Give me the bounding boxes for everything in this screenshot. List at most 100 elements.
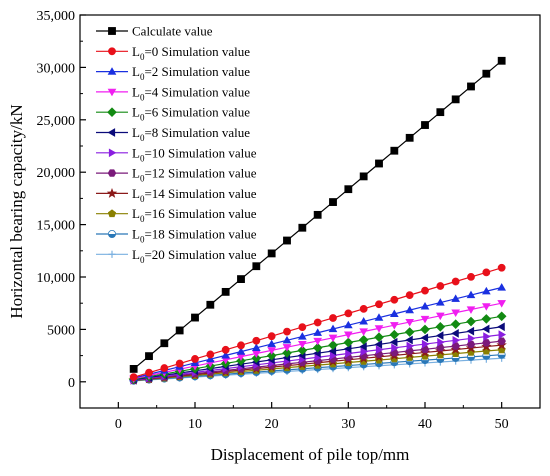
y-tick-label: 5000 — [47, 323, 75, 338]
data-point — [375, 345, 384, 355]
data-point — [283, 236, 291, 245]
data-point — [437, 337, 445, 347]
data-point — [435, 331, 444, 340]
data-point — [328, 324, 338, 333]
data-point — [129, 365, 138, 373]
x-tick-label: 30 — [341, 417, 355, 432]
data-point — [252, 343, 261, 351]
legend-label-sub: 0 — [140, 174, 145, 184]
data-point — [481, 324, 490, 334]
data-point — [374, 325, 384, 333]
data-point — [312, 342, 323, 353]
data-point — [481, 314, 492, 324]
data-point — [191, 313, 199, 322]
data-point — [482, 339, 491, 347]
legend-label-rest: =20 Simulation value — [144, 247, 256, 262]
x-tick-label: 10 — [188, 417, 202, 432]
data-point — [390, 322, 399, 330]
legend-label-main: L — [132, 247, 140, 262]
data-point — [466, 306, 476, 314]
data-point — [482, 268, 491, 277]
data-point — [283, 327, 291, 336]
data-point — [451, 294, 460, 302]
data-point — [343, 337, 354, 348]
legend-label: L0=20 Simulation value — [132, 247, 257, 265]
legend-marker — [108, 27, 116, 35]
legend-entry: L0=2 Simulation value — [96, 64, 250, 82]
data-point — [436, 298, 445, 306]
y-tick-label: 20,000 — [37, 166, 76, 181]
legend-label: L0=8 Simulation value — [132, 125, 250, 143]
data-point — [482, 69, 491, 78]
data-point — [221, 287, 230, 296]
legend-label-rest: =0 Simulation value — [144, 44, 250, 59]
data-point — [497, 283, 506, 291]
legend-label: L0=2 Simulation value — [132, 64, 250, 82]
data-point — [359, 172, 368, 181]
data-point — [175, 326, 184, 335]
data-point — [436, 343, 445, 352]
data-point — [267, 332, 276, 341]
data-point — [359, 328, 368, 336]
legend-label-main: L — [132, 166, 140, 181]
legend-label: Calculate value — [132, 24, 213, 39]
legend-label-rest: =10 Simulation value — [144, 145, 256, 160]
data-point — [145, 352, 153, 361]
legend-entry: L0=14 Simulation value — [96, 186, 257, 204]
legend-label-sub: 0 — [140, 52, 145, 62]
legend-label-main: L — [132, 84, 140, 99]
legend-label-sub: 0 — [140, 153, 145, 163]
data-point — [191, 355, 199, 363]
legend-label-sub: 0 — [140, 235, 145, 245]
legend-marker — [108, 229, 117, 238]
data-point — [145, 368, 153, 377]
data-point — [236, 347, 246, 355]
legend-marker — [108, 148, 117, 158]
data-point — [420, 301, 430, 310]
data-point — [313, 318, 322, 327]
data-point — [390, 146, 399, 155]
legend-label-main: L — [132, 44, 140, 59]
legend-marker — [107, 67, 117, 75]
data-point — [466, 290, 476, 299]
data-point — [206, 350, 215, 359]
data-point — [221, 345, 230, 354]
legend-label-main: L — [132, 64, 140, 79]
data-point — [405, 305, 414, 314]
data-point — [496, 311, 507, 322]
data-point — [450, 319, 461, 329]
data-point — [282, 335, 292, 344]
data-point — [160, 339, 169, 348]
legend-label-main: L — [132, 145, 140, 160]
legend-label-rest: =18 Simulation value — [144, 227, 256, 242]
legend-marker — [107, 107, 117, 118]
data-point — [298, 323, 307, 331]
data-point — [359, 342, 367, 351]
legend-label-main: L — [132, 227, 140, 242]
data-point — [221, 350, 230, 359]
data-point — [466, 316, 476, 327]
legend-entry: Calculate value — [96, 24, 213, 39]
series-0 — [129, 56, 506, 373]
legend-label-main: L — [132, 125, 140, 140]
data-point — [451, 342, 460, 350]
data-point — [298, 223, 307, 232]
data-point — [406, 341, 415, 351]
legend-entry: L0=8 Simulation value — [96, 125, 250, 143]
data-point — [405, 335, 413, 345]
data-point — [405, 291, 414, 300]
data-point — [497, 322, 505, 332]
data-point — [452, 335, 461, 345]
data-point — [175, 359, 184, 368]
data-point — [313, 328, 322, 336]
legend-label: L0=0 Simulation value — [132, 44, 250, 62]
legend-marker — [108, 47, 116, 56]
legend-label-main: L — [132, 105, 140, 120]
data-point — [405, 318, 414, 327]
data-point — [436, 282, 445, 290]
data-point — [360, 347, 369, 356]
legend-marker — [107, 128, 116, 137]
data-point — [328, 334, 338, 343]
